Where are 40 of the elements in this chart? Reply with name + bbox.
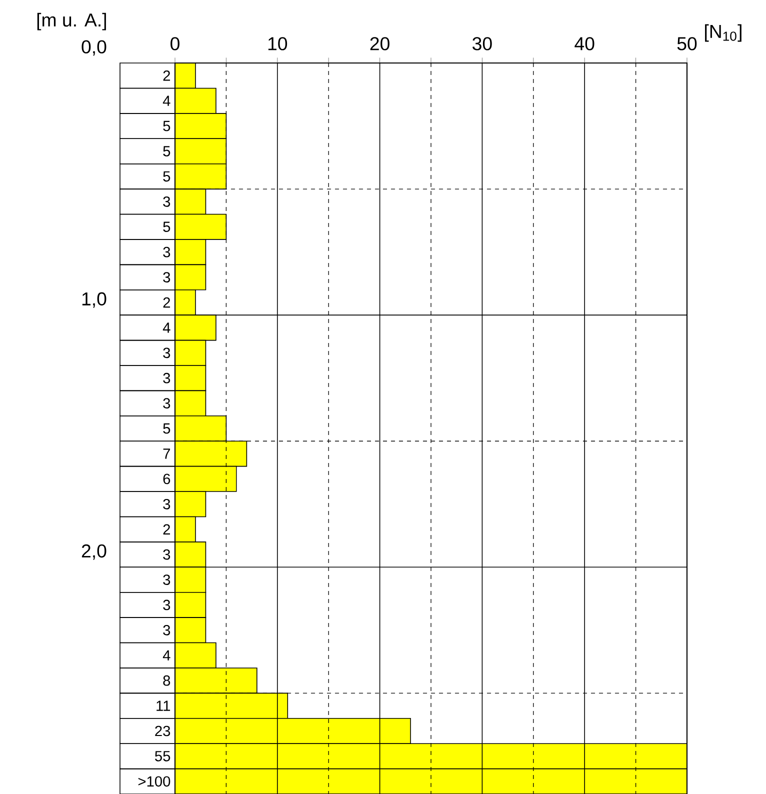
data-label: 5 <box>163 120 170 132</box>
data-label: 11 <box>156 700 170 711</box>
x-tick-label: 30 <box>472 37 492 50</box>
data-label: 5 <box>163 171 170 182</box>
data-label: 6 <box>163 474 170 484</box>
data-label: 8 <box>163 675 170 686</box>
data-label: 5 <box>163 146 170 156</box>
x-axis-title: [N$_{10}$] <box>705 24 742 42</box>
data-label: 3 <box>163 246 170 258</box>
data-label: 2 <box>163 524 170 534</box>
x-tick-label: 20 <box>370 37 390 50</box>
data-label: 3 <box>163 348 170 358</box>
data-label: 3 <box>163 600 170 610</box>
data-label: 3 <box>163 498 170 510</box>
text: 55 <box>155 751 170 762</box>
data-label: 23 <box>155 726 170 736</box>
y-tick-label: 0,0 <box>82 40 106 56</box>
y-axis-title: [m u. A.] <box>37 12 106 30</box>
data-label: 4 <box>162 650 170 660</box>
data-label: 7 <box>163 448 170 459</box>
data-label: 3 <box>163 398 170 408</box>
data-label: 5 <box>163 222 170 232</box>
data-label: 3 <box>163 196 170 207</box>
data-label: 3 <box>163 549 170 560</box>
data-label: 4 <box>162 96 170 106</box>
data-label: 2 <box>163 70 170 81</box>
y-tick-label: 1,0 <box>82 292 106 308</box>
x-tick-label: 40 <box>574 37 594 50</box>
x-tick-label: 0 <box>170 37 180 50</box>
x-tick-label: 10 <box>268 37 288 50</box>
data-label: 5 <box>163 423 170 434</box>
text: >100 <box>138 776 170 787</box>
data-label: 3 <box>163 574 170 585</box>
data-label: 4 <box>162 322 170 333</box>
x-tick-label: 50 <box>677 37 697 50</box>
data-label: 3 <box>163 624 170 636</box>
y-tick-label: 2,0 <box>82 544 106 560</box>
data-label: 3 <box>163 372 170 384</box>
data-label: 2 <box>163 297 170 308</box>
data-label: 3 <box>163 272 170 282</box>
